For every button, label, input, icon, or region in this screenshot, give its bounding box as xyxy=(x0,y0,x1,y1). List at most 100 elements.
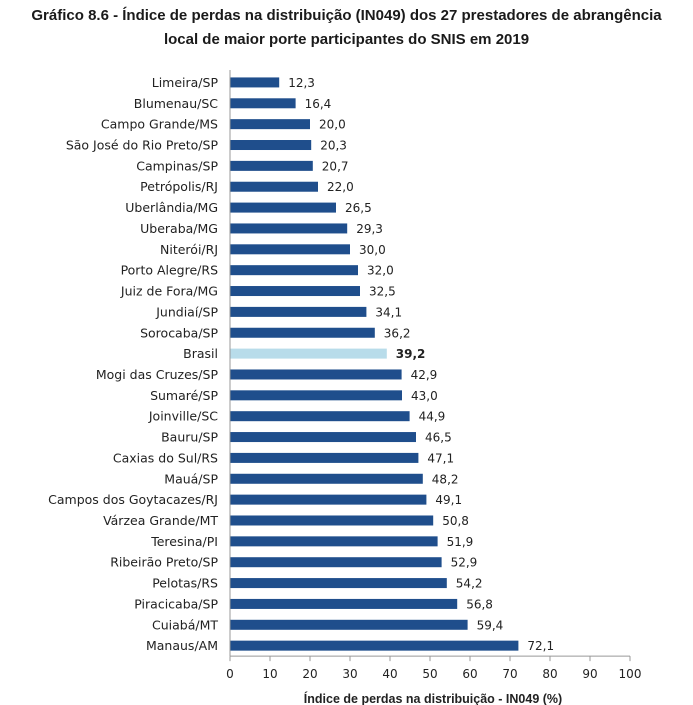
bar-21 xyxy=(230,515,434,526)
bar-17 xyxy=(230,432,416,443)
value-label: 20,0 xyxy=(319,118,346,132)
bar-27 xyxy=(230,640,519,651)
x-tick-label: 90 xyxy=(582,667,597,681)
value-label: 48,2 xyxy=(432,472,459,486)
value-label: 12,3 xyxy=(288,76,315,90)
x-tick-label: 100 xyxy=(619,667,642,681)
category-label: Porto Alegre/RS xyxy=(121,263,219,278)
bar-25 xyxy=(230,598,458,609)
bar-5 xyxy=(230,181,318,192)
bar-23 xyxy=(230,557,442,568)
category-label: São José do Rio Preto/SP xyxy=(66,138,219,153)
value-label: 47,1 xyxy=(427,451,454,465)
bar-7 xyxy=(230,223,348,234)
bar-20 xyxy=(230,494,427,505)
category-label: Jundiaí/SP xyxy=(155,304,218,319)
value-labels-layer: 12,3 16,4 20,0 20,3 20,7 22,0 26,5 29,3 30,0 32,0… xyxy=(288,76,554,653)
bar-14 xyxy=(230,369,402,380)
x-tick-label: 60 xyxy=(462,667,477,681)
bar-22 xyxy=(230,536,438,547)
value-label: 59,4 xyxy=(477,618,504,632)
bar-13 xyxy=(230,348,387,359)
value-label: 72,1 xyxy=(527,639,554,653)
value-label: 49,1 xyxy=(435,493,462,507)
value-label: 34,1 xyxy=(375,305,402,319)
value-label: 26,5 xyxy=(345,201,372,215)
category-label: Sorocaba/SP xyxy=(140,325,218,340)
bar-12 xyxy=(230,327,375,338)
bar-10 xyxy=(230,286,360,297)
category-label: Petrópolis/RJ xyxy=(140,179,218,194)
value-label: 44,9 xyxy=(419,410,446,424)
x-tick-label: 10 xyxy=(262,667,277,681)
bar-26 xyxy=(230,619,468,630)
bar-4 xyxy=(230,160,313,171)
bar-8 xyxy=(230,244,350,255)
value-label: 54,2 xyxy=(456,577,483,591)
value-label: 36,2 xyxy=(384,326,411,340)
x-tick-label: 40 xyxy=(382,667,397,681)
category-label: Limeira/SP xyxy=(152,75,219,90)
x-tick-label: 50 xyxy=(422,667,437,681)
bar-6 xyxy=(230,202,336,213)
bar-9 xyxy=(230,265,358,276)
category-label: Niterói/RJ xyxy=(160,242,218,257)
category-label: Ribeirão Preto/SP xyxy=(110,555,218,570)
category-label: Campos dos Goytacazes/RJ xyxy=(48,492,218,507)
value-label: 50,8 xyxy=(442,514,469,528)
value-label: 20,3 xyxy=(320,139,347,153)
bar-18 xyxy=(230,452,419,463)
x-tick-label: 20 xyxy=(302,667,317,681)
category-label: Várzea Grande/MT xyxy=(103,513,218,528)
value-label: 32,0 xyxy=(367,264,394,278)
category-label: Campinas/SP xyxy=(136,158,218,173)
bar-1 xyxy=(230,98,296,109)
x-tick-label: 80 xyxy=(542,667,557,681)
value-label: 52,9 xyxy=(451,556,478,570)
x-ticks-layer: 0 10 20 30 40 50 60 70 80 90 100 xyxy=(226,656,641,681)
x-tick-label: 70 xyxy=(502,667,517,681)
bar-16 xyxy=(230,411,410,422)
value-label: 42,9 xyxy=(411,368,438,382)
category-label: Teresina/PI xyxy=(150,534,218,549)
bar-11 xyxy=(230,306,367,317)
category-label: Uberaba/MG xyxy=(140,221,218,236)
x-axis-title: Índice de perdas na distribuição - IN049… xyxy=(304,691,562,705)
bars-layer xyxy=(230,77,519,651)
category-label: Piracicaba/SP xyxy=(134,596,218,611)
value-label: 43,0 xyxy=(411,389,438,403)
category-label: Blumenau/SC xyxy=(134,96,218,111)
value-label: 16,4 xyxy=(305,97,332,111)
value-label: 51,9 xyxy=(447,535,474,549)
value-label: 29,3 xyxy=(356,222,383,236)
bar-19 xyxy=(230,473,423,484)
chart-title-line-2: local de maior porte participantes do SN… xyxy=(163,31,530,48)
x-tick-label: 30 xyxy=(342,667,357,681)
value-label: 46,5 xyxy=(425,431,452,445)
category-label: Sumaré/SP xyxy=(150,388,218,403)
value-label: 20,7 xyxy=(322,159,349,173)
bar-0 xyxy=(230,77,280,88)
category-label: Mogi das Cruzes/SP xyxy=(96,367,219,382)
x-tick-label: 0 xyxy=(226,667,234,681)
value-label: 39,2 xyxy=(396,347,426,361)
value-label: 32,5 xyxy=(369,285,396,299)
category-label: Bauru/SP xyxy=(161,430,218,445)
category-label: Manaus/AM xyxy=(146,638,218,653)
bar-2 xyxy=(230,119,310,130)
category-label: Mauá/SP xyxy=(164,471,218,486)
category-label: Campo Grande/MS xyxy=(101,117,218,132)
value-label: 30,0 xyxy=(359,243,386,257)
category-labels-layer: Limeira/SP Blumenau/SC Campo Grande/MS São … xyxy=(48,75,218,653)
value-label: 56,8 xyxy=(466,597,493,611)
bar-15 xyxy=(230,390,402,401)
bar-3 xyxy=(230,140,312,151)
category-label: Cuiabá/MT xyxy=(152,617,218,632)
category-label: Juiz de Fora/MG xyxy=(120,284,218,299)
category-label: Caxias do Sul/RS xyxy=(113,450,218,465)
value-label: 22,0 xyxy=(327,180,354,194)
chart-title: Gráfico 8.6 - Índice de perdas na distri… xyxy=(0,4,693,52)
category-label: Uberlândia/MG xyxy=(125,200,218,215)
category-label: Pelotas/RS xyxy=(152,576,218,591)
